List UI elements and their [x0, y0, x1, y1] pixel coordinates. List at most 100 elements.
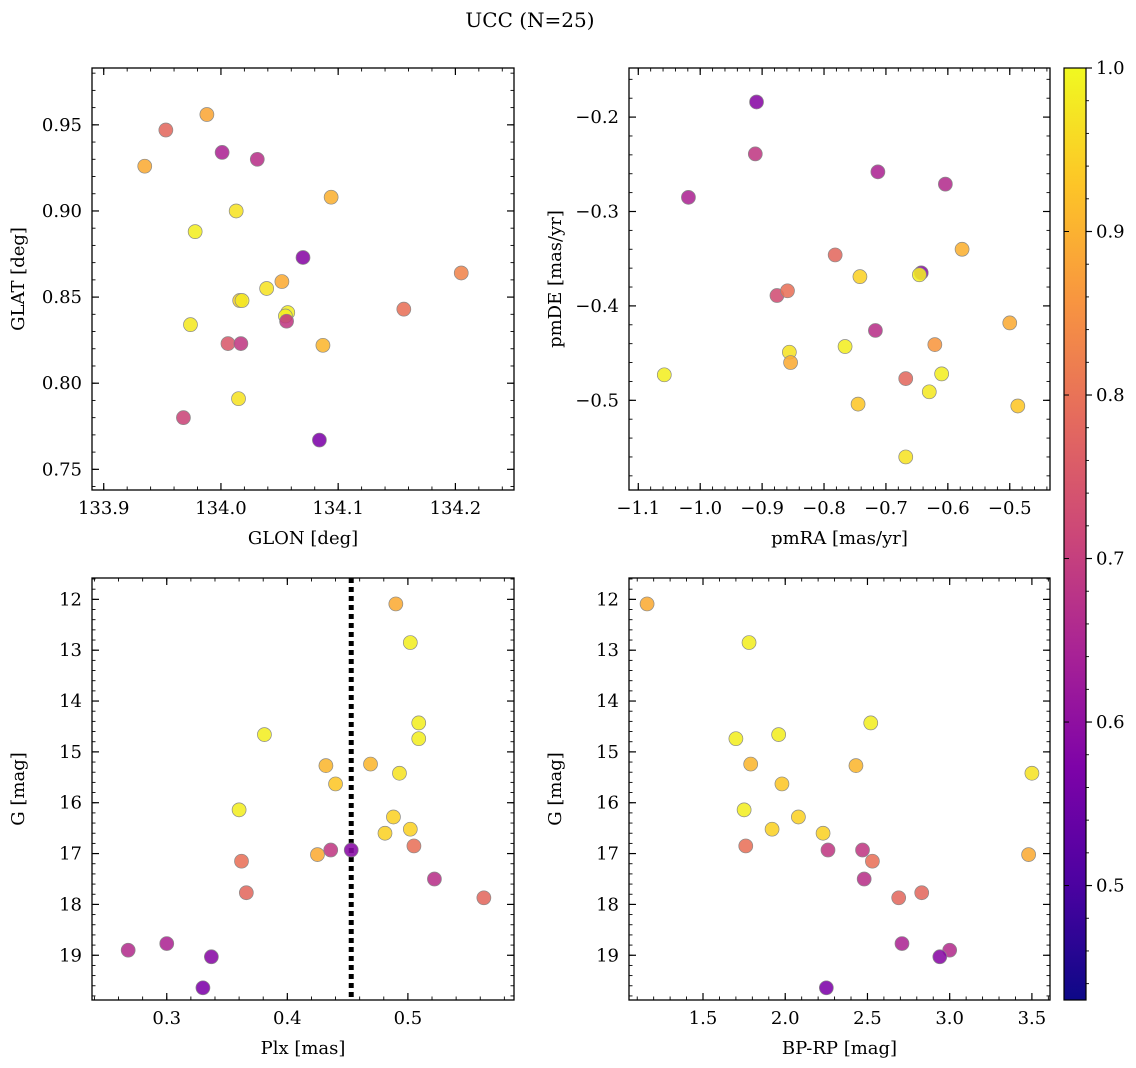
colorbar-gradient	[1063, 67, 1087, 1001]
x-tick-label: −1.0	[678, 498, 722, 519]
colorbar-tick-label: 1.0	[1096, 58, 1125, 79]
data-point	[411, 731, 427, 747]
x-axis-label: GLON [deg]	[248, 528, 358, 549]
data-point	[402, 635, 418, 650]
data-point	[274, 274, 290, 289]
data-point	[315, 337, 331, 353]
x-tick-label: 3.0	[935, 1008, 964, 1029]
y-tick-label: 17	[596, 844, 619, 865]
y-tick-label: 14	[596, 691, 619, 712]
data-point	[228, 203, 244, 219]
data-point	[453, 265, 469, 281]
data-point	[855, 842, 870, 858]
y-axis-label: G [mag]	[8, 752, 29, 825]
x-tick-label: −0.9	[740, 498, 784, 519]
data-point	[820, 842, 836, 858]
y-tick-label: 13	[59, 640, 82, 661]
data-point	[837, 339, 853, 354]
data-point	[912, 267, 927, 283]
data-point	[238, 885, 254, 901]
data-point	[743, 756, 759, 772]
data-point	[932, 949, 948, 965]
data-point	[120, 942, 136, 958]
data-point	[863, 715, 879, 731]
data-point	[728, 731, 744, 747]
data-point	[233, 336, 249, 351]
data-point	[183, 317, 198, 332]
scatter-panels: 133.9 134.0 134.1 134.2 0.75 0.80 0.85 0.90 0.95…	[8, 67, 1051, 1059]
data-point	[195, 980, 211, 996]
data-point	[1024, 765, 1040, 781]
y-tick-label: 18	[59, 894, 82, 915]
panel-plx-g: 0.3 0.4 0.5 12 13 14 15 16 17 18 19 Plx [mas] G [mag…	[8, 577, 515, 1059]
y-tick-label: 18	[596, 894, 619, 915]
data-point	[199, 107, 215, 122]
data-point	[476, 890, 492, 906]
data-point	[259, 281, 275, 296]
data-point	[234, 853, 249, 869]
x-tick-label: −0.7	[864, 498, 908, 519]
data-point	[176, 410, 191, 426]
axes-frame	[628, 67, 1051, 491]
data-point	[323, 189, 339, 205]
panel-glon-glat: 133.9 134.0 134.1 134.2 0.75 0.80 0.85 0.90 0.95…	[8, 67, 515, 549]
data-point	[392, 765, 407, 781]
data-point	[187, 224, 203, 239]
x-axis-label: BP-RP [mag]	[782, 1038, 897, 1059]
data-point	[1021, 847, 1036, 862]
y-axis-label: pmDE [mas/yr]	[545, 210, 566, 348]
data-point	[736, 802, 752, 818]
y-tick-label: 16	[596, 793, 619, 814]
data-point	[898, 371, 914, 386]
axes-frame	[91, 577, 515, 1001]
figure-title: UCC (N=25)	[465, 8, 594, 32]
colorbar-tick-label: 0.9	[1096, 222, 1125, 243]
axes-frame	[91, 67, 515, 491]
colorbar-tick-label: 0.7	[1096, 549, 1125, 570]
data-point	[249, 151, 265, 167]
data-point	[234, 293, 250, 308]
y-tick-label: 14	[59, 691, 82, 712]
data-point	[312, 432, 327, 448]
y-tick-label: 0.85	[42, 287, 82, 308]
colorbar: 0.5 0.6 0.7 0.8 0.9 1.0	[1063, 58, 1125, 1001]
data-point	[427, 871, 442, 887]
data-point	[411, 715, 427, 731]
data-point	[323, 842, 339, 858]
data-point	[1010, 398, 1026, 414]
data-point	[818, 980, 834, 996]
data-point	[377, 825, 393, 841]
data-point	[914, 885, 930, 901]
x-tick-label: −0.8	[802, 498, 846, 519]
x-tick-label: −0.5	[988, 498, 1032, 519]
colorbar-ticks: 0.5 0.6 0.7 0.8 0.9 1.0	[1064, 58, 1125, 985]
data-point	[363, 756, 378, 772]
panel-pmra-pmde: −1.1 −1.0 −0.9 −0.8 −0.7 −0.6 −0.5 −0.5 −0.4 −0.3…	[545, 67, 1051, 549]
data-point	[870, 164, 886, 180]
data-point	[681, 189, 696, 205]
colorbar-tick-label: 0.5	[1096, 876, 1125, 897]
x-tick-label: 134.2	[430, 498, 482, 519]
y-axis-label: GLAT [deg]	[8, 227, 29, 331]
x-axis-label: Plx [mas]	[261, 1038, 346, 1059]
data-point	[639, 596, 655, 612]
data-point	[771, 727, 787, 742]
y-tick-label: 0.95	[42, 115, 82, 136]
data-point	[856, 871, 872, 887]
x-axis-label: pmRA [mas/yr]	[771, 528, 908, 549]
y-tick-label: 12	[59, 589, 82, 610]
y-tick-label: 15	[596, 742, 619, 763]
x-tick-label: 0.4	[273, 1008, 302, 1029]
data-point	[1002, 315, 1018, 331]
data-point	[741, 635, 757, 650]
data-point	[791, 809, 806, 825]
data-point	[934, 366, 950, 382]
data-point	[231, 802, 247, 818]
data-point	[774, 776, 790, 792]
data-point	[764, 821, 780, 837]
y-tick-label: 0.80	[42, 373, 82, 394]
axes-frame	[628, 577, 1051, 1001]
data-point	[738, 838, 754, 854]
data-point	[868, 323, 883, 338]
data-point	[927, 337, 943, 352]
